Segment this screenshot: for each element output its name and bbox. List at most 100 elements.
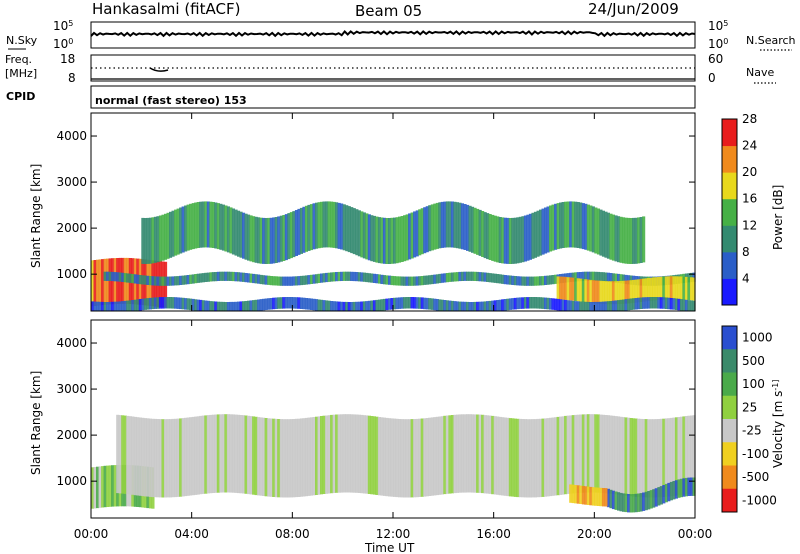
heatmap-cell <box>352 414 356 493</box>
heatmap-cell <box>390 217 394 264</box>
heatmap-cell <box>161 419 165 498</box>
heatmap-cell <box>237 210 241 257</box>
heatmap-cell <box>350 414 354 493</box>
heatmap-cell <box>511 418 515 497</box>
heatmap-cell <box>226 206 231 253</box>
heatmap-cell <box>669 298 673 310</box>
heatmap-cell <box>262 275 266 285</box>
heatmap-cell <box>390 298 394 310</box>
heatmap-cell <box>541 276 545 286</box>
heatmap-cell <box>566 415 570 494</box>
heatmap-cell <box>586 301 590 311</box>
heatmap-cell <box>455 414 460 493</box>
heatmap-cell <box>438 299 442 311</box>
heatmap-cell <box>264 218 268 264</box>
heatmap-cell <box>184 417 188 497</box>
heatmap-cell <box>141 417 145 497</box>
heatmap-cell <box>116 414 120 494</box>
heatmap-cell <box>415 210 419 257</box>
x-tick-label: 00:00 <box>678 527 713 541</box>
heatmap-cell <box>380 299 384 311</box>
heatmap-cell <box>312 298 316 311</box>
heatmap-cell <box>169 297 173 309</box>
heatmap-cell <box>315 416 319 495</box>
heatmap-cell <box>634 298 638 310</box>
heatmap-cell <box>166 276 170 286</box>
heatmap-cell <box>138 299 142 311</box>
heatmap-cell <box>466 204 470 251</box>
heatmap-cell <box>649 419 653 498</box>
heatmap-cell <box>211 272 215 282</box>
heatmap-cell <box>234 209 238 256</box>
colorbar-segment <box>722 349 737 373</box>
heatmap-cell <box>471 206 475 253</box>
power-yticks: 1000 2000 3000 4000 <box>56 129 695 281</box>
heatmap-cell <box>234 414 238 493</box>
heatmap-cell <box>91 260 95 307</box>
heatmap-cell <box>622 493 626 512</box>
heatmap-cell <box>513 276 517 286</box>
heatmap-cell <box>589 302 593 311</box>
heatmap-cell <box>458 202 462 249</box>
heatmap-cell <box>571 277 575 301</box>
heatmap-cell <box>624 417 628 496</box>
heatmap-cell <box>478 209 482 256</box>
heatmap-cell <box>330 301 334 311</box>
heatmap-cell <box>584 301 588 311</box>
heatmap-cell <box>679 299 684 311</box>
heatmap-cell <box>488 415 492 494</box>
heatmap-cell <box>370 300 374 311</box>
heatmap-cell <box>423 275 427 285</box>
heatmap-cell <box>385 417 389 497</box>
heatmap-cell <box>478 414 482 493</box>
heatmap-cell <box>108 271 112 281</box>
heatmap-cell <box>244 415 248 494</box>
velocity-ylabel: Slant Range [km] <box>29 371 43 475</box>
colorbar-tick-label: 24 <box>742 139 757 153</box>
heatmap-cell <box>214 272 218 282</box>
heatmap-cell <box>372 416 377 495</box>
heatmap-cell <box>216 271 220 281</box>
power-colorbar-label: Power [dB] <box>771 185 785 250</box>
y-tick-label: 4000 <box>56 129 87 143</box>
heatmap-cell <box>642 216 646 263</box>
heatmap-cell <box>332 272 336 282</box>
x-tick-label: 08:00 <box>275 527 310 541</box>
heatmap-cell <box>667 482 671 502</box>
heatmap-cell <box>108 301 112 311</box>
heatmap-cell <box>611 490 616 510</box>
heatmap-cell <box>692 300 696 311</box>
heatmap-cell <box>619 492 623 512</box>
heatmap-cell <box>460 271 465 281</box>
heatmap-cell <box>508 218 512 264</box>
heatmap-cell <box>269 298 273 310</box>
heatmap-cell <box>533 297 538 309</box>
heatmap-cell <box>156 216 160 263</box>
heatmap-cell <box>606 281 611 305</box>
heatmap-cell <box>249 215 253 262</box>
heatmap-cell <box>259 299 263 311</box>
heatmap-cell <box>375 299 379 311</box>
heatmap-cell <box>677 479 681 498</box>
heatmap-cell <box>536 276 540 286</box>
heatmap-cell <box>672 481 676 500</box>
heatmap-cell <box>657 487 661 506</box>
freq-tick-top: 18 <box>60 52 75 66</box>
heatmap-cell <box>257 274 261 284</box>
heatmap-cell <box>146 275 150 285</box>
heatmap-cell <box>546 206 550 253</box>
heatmap-cell <box>466 414 470 493</box>
heatmap-cell <box>682 478 686 497</box>
heatmap-cell <box>257 217 261 264</box>
heatmap-cell <box>622 280 626 304</box>
heatmap-cell <box>586 279 590 303</box>
heatmap-cell <box>377 217 382 264</box>
heatmap-cell <box>151 276 155 286</box>
heatmap-cell <box>531 419 535 498</box>
heatmap-cell <box>322 201 326 248</box>
heatmap-cell <box>413 276 417 286</box>
heatmap-cell <box>569 415 573 494</box>
heatmap-cell <box>219 203 223 250</box>
heatmap-cell <box>297 297 301 309</box>
